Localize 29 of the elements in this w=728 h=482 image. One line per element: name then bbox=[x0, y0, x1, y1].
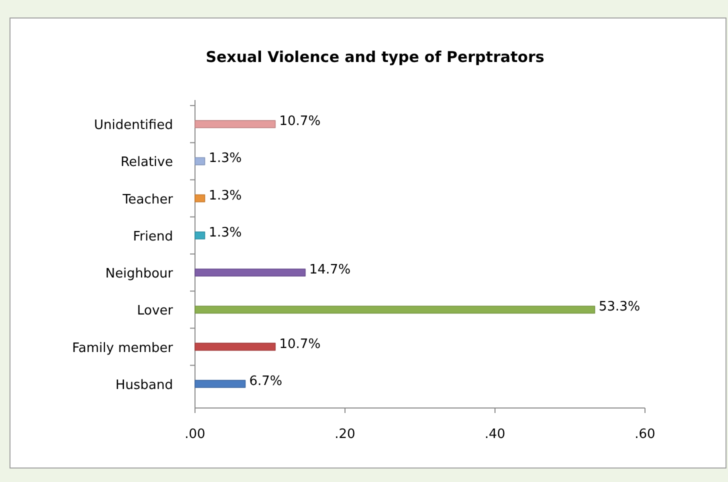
bar bbox=[194, 380, 246, 388]
x-tick-label: .20 bbox=[334, 427, 356, 442]
y-tick-label: Lover bbox=[136, 304, 174, 319]
bar bbox=[194, 306, 596, 314]
x-tick-label: .00 bbox=[184, 427, 206, 442]
chart-title: Sexual Violence and type of Perptrators bbox=[206, 48, 544, 66]
y-tick-label: Teacher bbox=[122, 192, 174, 208]
bar bbox=[194, 194, 206, 202]
bar bbox=[194, 342, 276, 351]
data-label: 53.3% bbox=[598, 300, 640, 315]
data-label: 1.3% bbox=[208, 151, 242, 166]
data-label: 10.7% bbox=[279, 114, 321, 130]
y-tick-label: Unidentified bbox=[94, 118, 173, 134]
y-tick-label: Neighbour bbox=[105, 266, 174, 282]
bar bbox=[194, 231, 206, 240]
bar bbox=[194, 157, 206, 166]
data-label: 1.3% bbox=[208, 188, 242, 204]
data-label: 1.3% bbox=[208, 225, 242, 240]
x-tick-label: .60 bbox=[634, 427, 656, 442]
x-tick-label: .40 bbox=[484, 427, 506, 442]
bar bbox=[194, 120, 276, 128]
data-label: 10.7% bbox=[279, 336, 321, 352]
y-tick-label: Family member bbox=[72, 340, 174, 356]
y-tick-label: Relative bbox=[120, 155, 173, 170]
y-tick-label: Friend bbox=[133, 229, 173, 244]
data-label: 14.7% bbox=[309, 262, 351, 278]
y-tick-label: Husband bbox=[116, 378, 173, 393]
data-label: 6.7% bbox=[249, 374, 282, 389]
bar bbox=[194, 268, 306, 277]
